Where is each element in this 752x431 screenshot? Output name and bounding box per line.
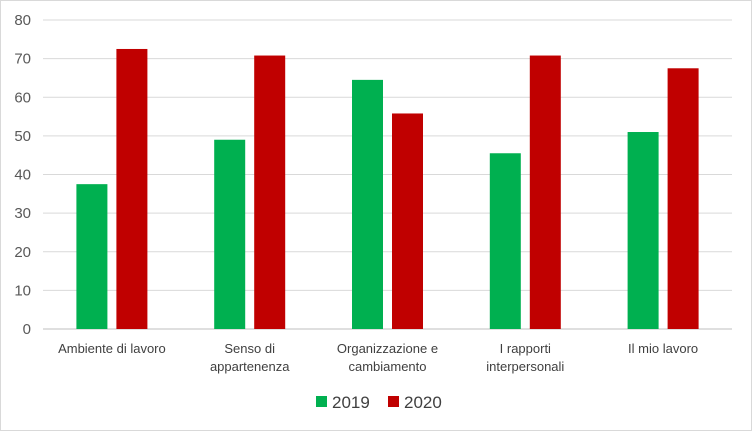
bar-2020-3 xyxy=(529,55,561,329)
x-category-label: Senso di xyxy=(224,341,275,356)
x-category-label: I rapporti xyxy=(500,341,551,356)
x-category-label: Il mio lavoro xyxy=(628,341,698,356)
x-category-label: Organizzazione e xyxy=(337,341,438,356)
x-category-label: cambiamento xyxy=(348,359,426,374)
legend-label-2020: 2020 xyxy=(404,393,442,412)
bar-2020-1 xyxy=(254,55,286,329)
gridlines xyxy=(43,19,732,330)
bar-2020-4 xyxy=(667,68,699,329)
y-tick-label: 10 xyxy=(14,282,31,299)
legend-label-2019: 2019 xyxy=(332,393,370,412)
y-tick-label: 70 xyxy=(14,51,31,68)
legend: 2019 2020 xyxy=(316,393,442,412)
x-category-label: interpersonali xyxy=(486,359,564,374)
bar-2020-2 xyxy=(392,113,423,329)
y-tick-label: 30 xyxy=(14,205,31,222)
bar-2019-1 xyxy=(214,139,246,329)
x-category-label: Ambiente di lavoro xyxy=(58,341,166,356)
legend-swatch-2020 xyxy=(388,396,399,407)
y-tick-label: 80 xyxy=(14,12,31,29)
bar-2019-3 xyxy=(489,153,521,329)
x-axis: Ambiente di lavoro Senso di appartenenza Or… xyxy=(58,341,698,374)
bar-2019-4 xyxy=(627,132,659,329)
legend-swatch-2019 xyxy=(316,396,327,407)
y-axis: 0 10 20 30 40 50 60 70 80 xyxy=(14,12,31,338)
y-tick-label: 20 xyxy=(14,244,31,261)
x-category-label: appartenenza xyxy=(210,359,290,374)
y-tick-label: 40 xyxy=(14,167,31,184)
bar-2019-0 xyxy=(76,184,108,329)
y-tick-label: 0 xyxy=(23,321,31,338)
bars xyxy=(76,48,699,330)
bar-2020-0 xyxy=(116,48,148,329)
y-tick-label: 60 xyxy=(14,89,31,106)
y-tick-label: 50 xyxy=(14,128,31,145)
bar-2019-2 xyxy=(352,79,383,330)
